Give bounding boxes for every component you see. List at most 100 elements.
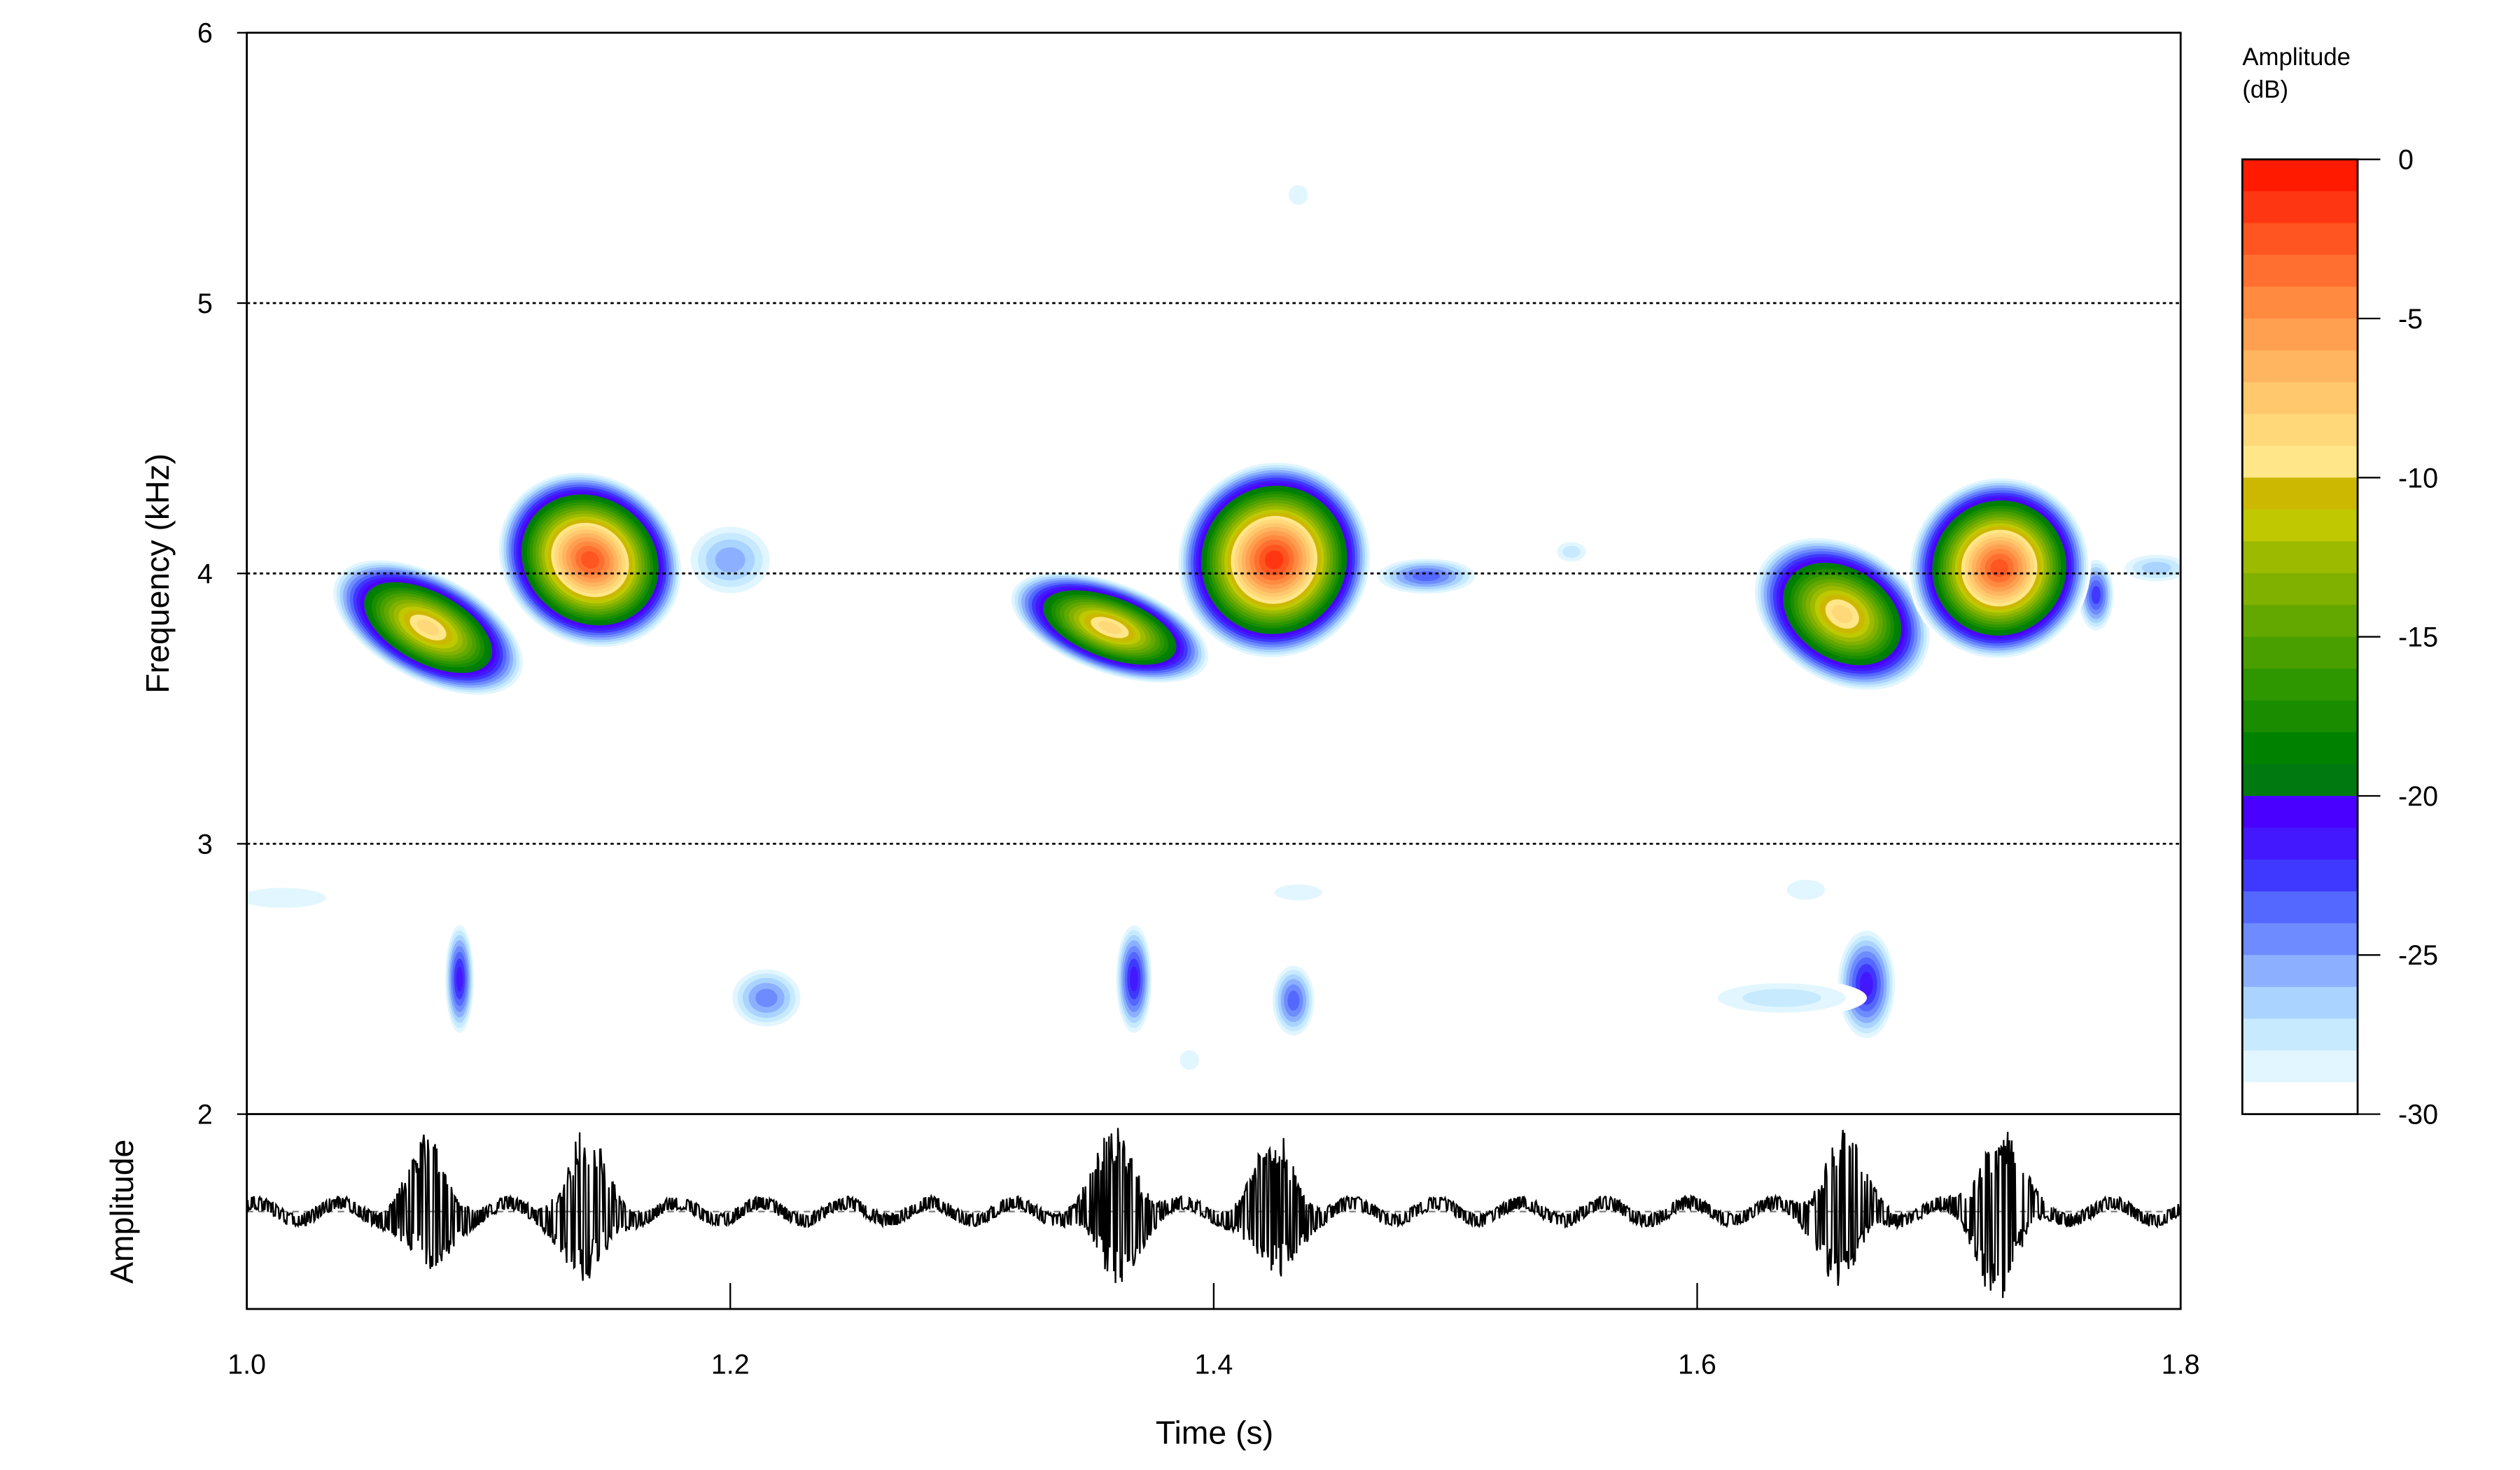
syllable-2: [496, 470, 684, 650]
weak-component: [2118, 552, 2181, 584]
weak-component: [1282, 178, 1314, 211]
contour-level: [755, 988, 778, 1007]
contour-level: [1287, 990, 1300, 1011]
weak-component: [1114, 920, 1154, 1037]
contour-level: [2091, 586, 2101, 605]
colorbar: 0 -5 -10 -15 -20 -25 -30: [2241, 145, 2438, 1130]
contour-level: [1274, 884, 1322, 901]
y-tick-label: 4: [197, 559, 213, 589]
colorbar-band: [2242, 732, 2358, 765]
colorbar-band: [2242, 605, 2358, 638]
contour-level: [246, 888, 326, 908]
colorbar-tick-label: -15: [2398, 622, 2438, 653]
contour-level: [715, 547, 746, 573]
colorbar-band: [2242, 700, 2358, 733]
contour-level: [1098, 621, 1122, 634]
syllable-3: [1007, 570, 1212, 685]
colorbar-band: [2242, 255, 2358, 288]
contour-level: [1129, 966, 1138, 992]
x-tick-label: 1.0: [227, 1350, 266, 1380]
colorbar-band: [2242, 891, 2358, 924]
x-axis-label: Time (s): [1156, 1415, 1273, 1451]
colorbar-band: [2242, 191, 2358, 224]
contour-level: [1289, 185, 1308, 205]
x-axis-ticks: 1.0 1.2 1.4 1.6 1.8: [227, 1282, 2200, 1380]
y-axis-label: Frequency (kHz): [139, 454, 176, 694]
colorbar-band: [2242, 1050, 2358, 1083]
colorbar-tick-label: 0: [2398, 145, 2414, 176]
oscillogram: [246, 1128, 2181, 1298]
colorbar-band: [2242, 668, 2358, 701]
contour-level: [416, 620, 440, 636]
colorbar-band: [2242, 827, 2358, 860]
y-tick-label: 2: [197, 1100, 213, 1130]
colorbar-band: [2242, 159, 2358, 192]
colorbar-band: [2242, 1018, 2358, 1051]
weak-component: [1696, 978, 1867, 1018]
colorbar-tick-label: -20: [2398, 781, 2438, 812]
colorbar-band: [2242, 1082, 2358, 1115]
contour-level: [1562, 545, 1581, 558]
contour-level: [1786, 879, 1826, 900]
oscillogram-label: Amplitude: [104, 1140, 140, 1284]
colorbar-tick-label: -10: [2398, 463, 2438, 493]
colorbar-band: [2242, 286, 2358, 319]
weak-component: [1270, 961, 1317, 1040]
weak-component: [246, 881, 353, 914]
contour-level: [1742, 988, 1821, 1007]
spectrogram-contours: [246, 178, 2181, 1077]
colorbar-band: [2242, 318, 2358, 351]
colorbar-band: [2242, 350, 2358, 383]
colorbar-band: [2242, 382, 2358, 415]
weak-component: [1835, 925, 1898, 1043]
colorbar-band: [2242, 414, 2358, 447]
y-tick-label: 3: [197, 829, 213, 860]
weak-component: [1259, 879, 1338, 906]
y-tick-label: 6: [197, 18, 213, 49]
colorbar-band: [2242, 445, 2358, 479]
contour-level: [1831, 605, 1853, 624]
contour-level: [1859, 972, 1873, 997]
colorbar-band: [2242, 986, 2358, 1019]
x-tick-label: 1.8: [2162, 1350, 2200, 1380]
contour-level: [1412, 570, 1441, 582]
contour-level: [580, 551, 599, 569]
colorbar-title: Amplitude: [2242, 44, 2351, 71]
colorbar-band: [2242, 764, 2358, 797]
colorbar-band: [2242, 541, 2358, 574]
weak-component: [1774, 873, 1837, 906]
syllable-1: [330, 558, 526, 697]
colorbar-band: [2242, 573, 2358, 606]
y-axis-ticks: 2 3 4 5 6: [197, 18, 247, 1130]
weak-component: [727, 965, 806, 1030]
colorbar-band: [2242, 859, 2358, 892]
gridlines: [246, 302, 2181, 845]
x-tick-label: 1.4: [1194, 1350, 1233, 1380]
x-tick-label: 1.6: [1678, 1350, 1716, 1380]
syllable-4: [1176, 460, 1373, 660]
weak-component: [683, 521, 777, 599]
y-tick-label: 5: [197, 288, 213, 319]
colorbar-band: [2242, 509, 2358, 542]
colorbar-band: [2242, 795, 2358, 829]
syllable-6: [1907, 475, 2091, 661]
weak-component: [444, 920, 475, 1037]
contour-level: [1180, 1050, 1199, 1070]
colorbar-band: [2242, 955, 2358, 988]
colorbar-band: [2242, 477, 2358, 510]
colorbar-title-unit: (dB): [2242, 77, 2288, 104]
colorbar-band: [2242, 223, 2358, 255]
contour-level: [456, 966, 463, 992]
colorbar-tick-label: -30: [2398, 1100, 2438, 1130]
syllable-5: [1751, 536, 1933, 693]
weak-component: [1174, 1044, 1205, 1077]
x-tick-label: 1.2: [711, 1350, 750, 1380]
colorbar-tick-label: -5: [2398, 304, 2423, 335]
contour-level: [2141, 561, 2171, 575]
waveform: [246, 1128, 2181, 1298]
weak-component: [1372, 556, 1481, 596]
colorbar-band: [2242, 923, 2358, 956]
weak-component: [1552, 538, 1591, 565]
contour-level: [1264, 550, 1284, 570]
